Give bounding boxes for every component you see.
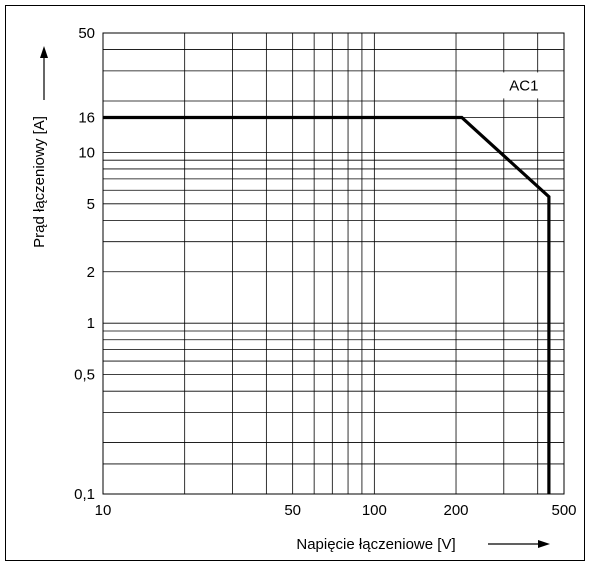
y-tick-label: 0,1 xyxy=(74,486,95,503)
x-tick-label: 200 xyxy=(444,502,469,519)
annotation-group: AC1 xyxy=(495,72,558,99)
x-tick-label: 100 xyxy=(362,502,387,519)
x-axis-arrowhead-icon xyxy=(538,540,550,548)
y-tick-label: 2 xyxy=(87,264,95,281)
y-tick-label: 16 xyxy=(78,110,95,127)
annotation-box xyxy=(495,72,558,99)
series-layer xyxy=(103,115,551,494)
y-axis-label: Prąd łączeniowy [A] xyxy=(31,116,48,248)
y-tick-label: 10 xyxy=(78,144,95,161)
y-axis-arrowhead-icon xyxy=(40,46,48,58)
y-tick-label: 5 xyxy=(87,196,95,213)
annotation-label: AC1 xyxy=(509,77,538,94)
chart-frame: 10 50 100 200 500 0,1 0,5 1 2 5 10 16 50 AC1 Napięci… xyxy=(5,5,585,561)
x-tick-label: 10 xyxy=(95,502,112,519)
x-tick-label: 50 xyxy=(284,502,301,519)
grid xyxy=(102,32,565,495)
x-axis-label: Napięcie łączeniowe [V] xyxy=(296,536,455,553)
x-tick-label: 500 xyxy=(551,502,576,519)
plot-border xyxy=(102,32,565,495)
y-tick-label: 1 xyxy=(87,315,95,332)
y-tick-label: 50 xyxy=(78,25,95,42)
tick-labels: 10 50 100 200 500 0,1 0,5 1 2 5 10 16 50 xyxy=(74,25,576,519)
voltage-current-chart: 10 50 100 200 500 0,1 0,5 1 2 5 10 16 50 AC1 Napięci… xyxy=(31,25,577,553)
y-tick-label: 0,5 xyxy=(74,367,95,384)
series-line xyxy=(103,115,551,494)
